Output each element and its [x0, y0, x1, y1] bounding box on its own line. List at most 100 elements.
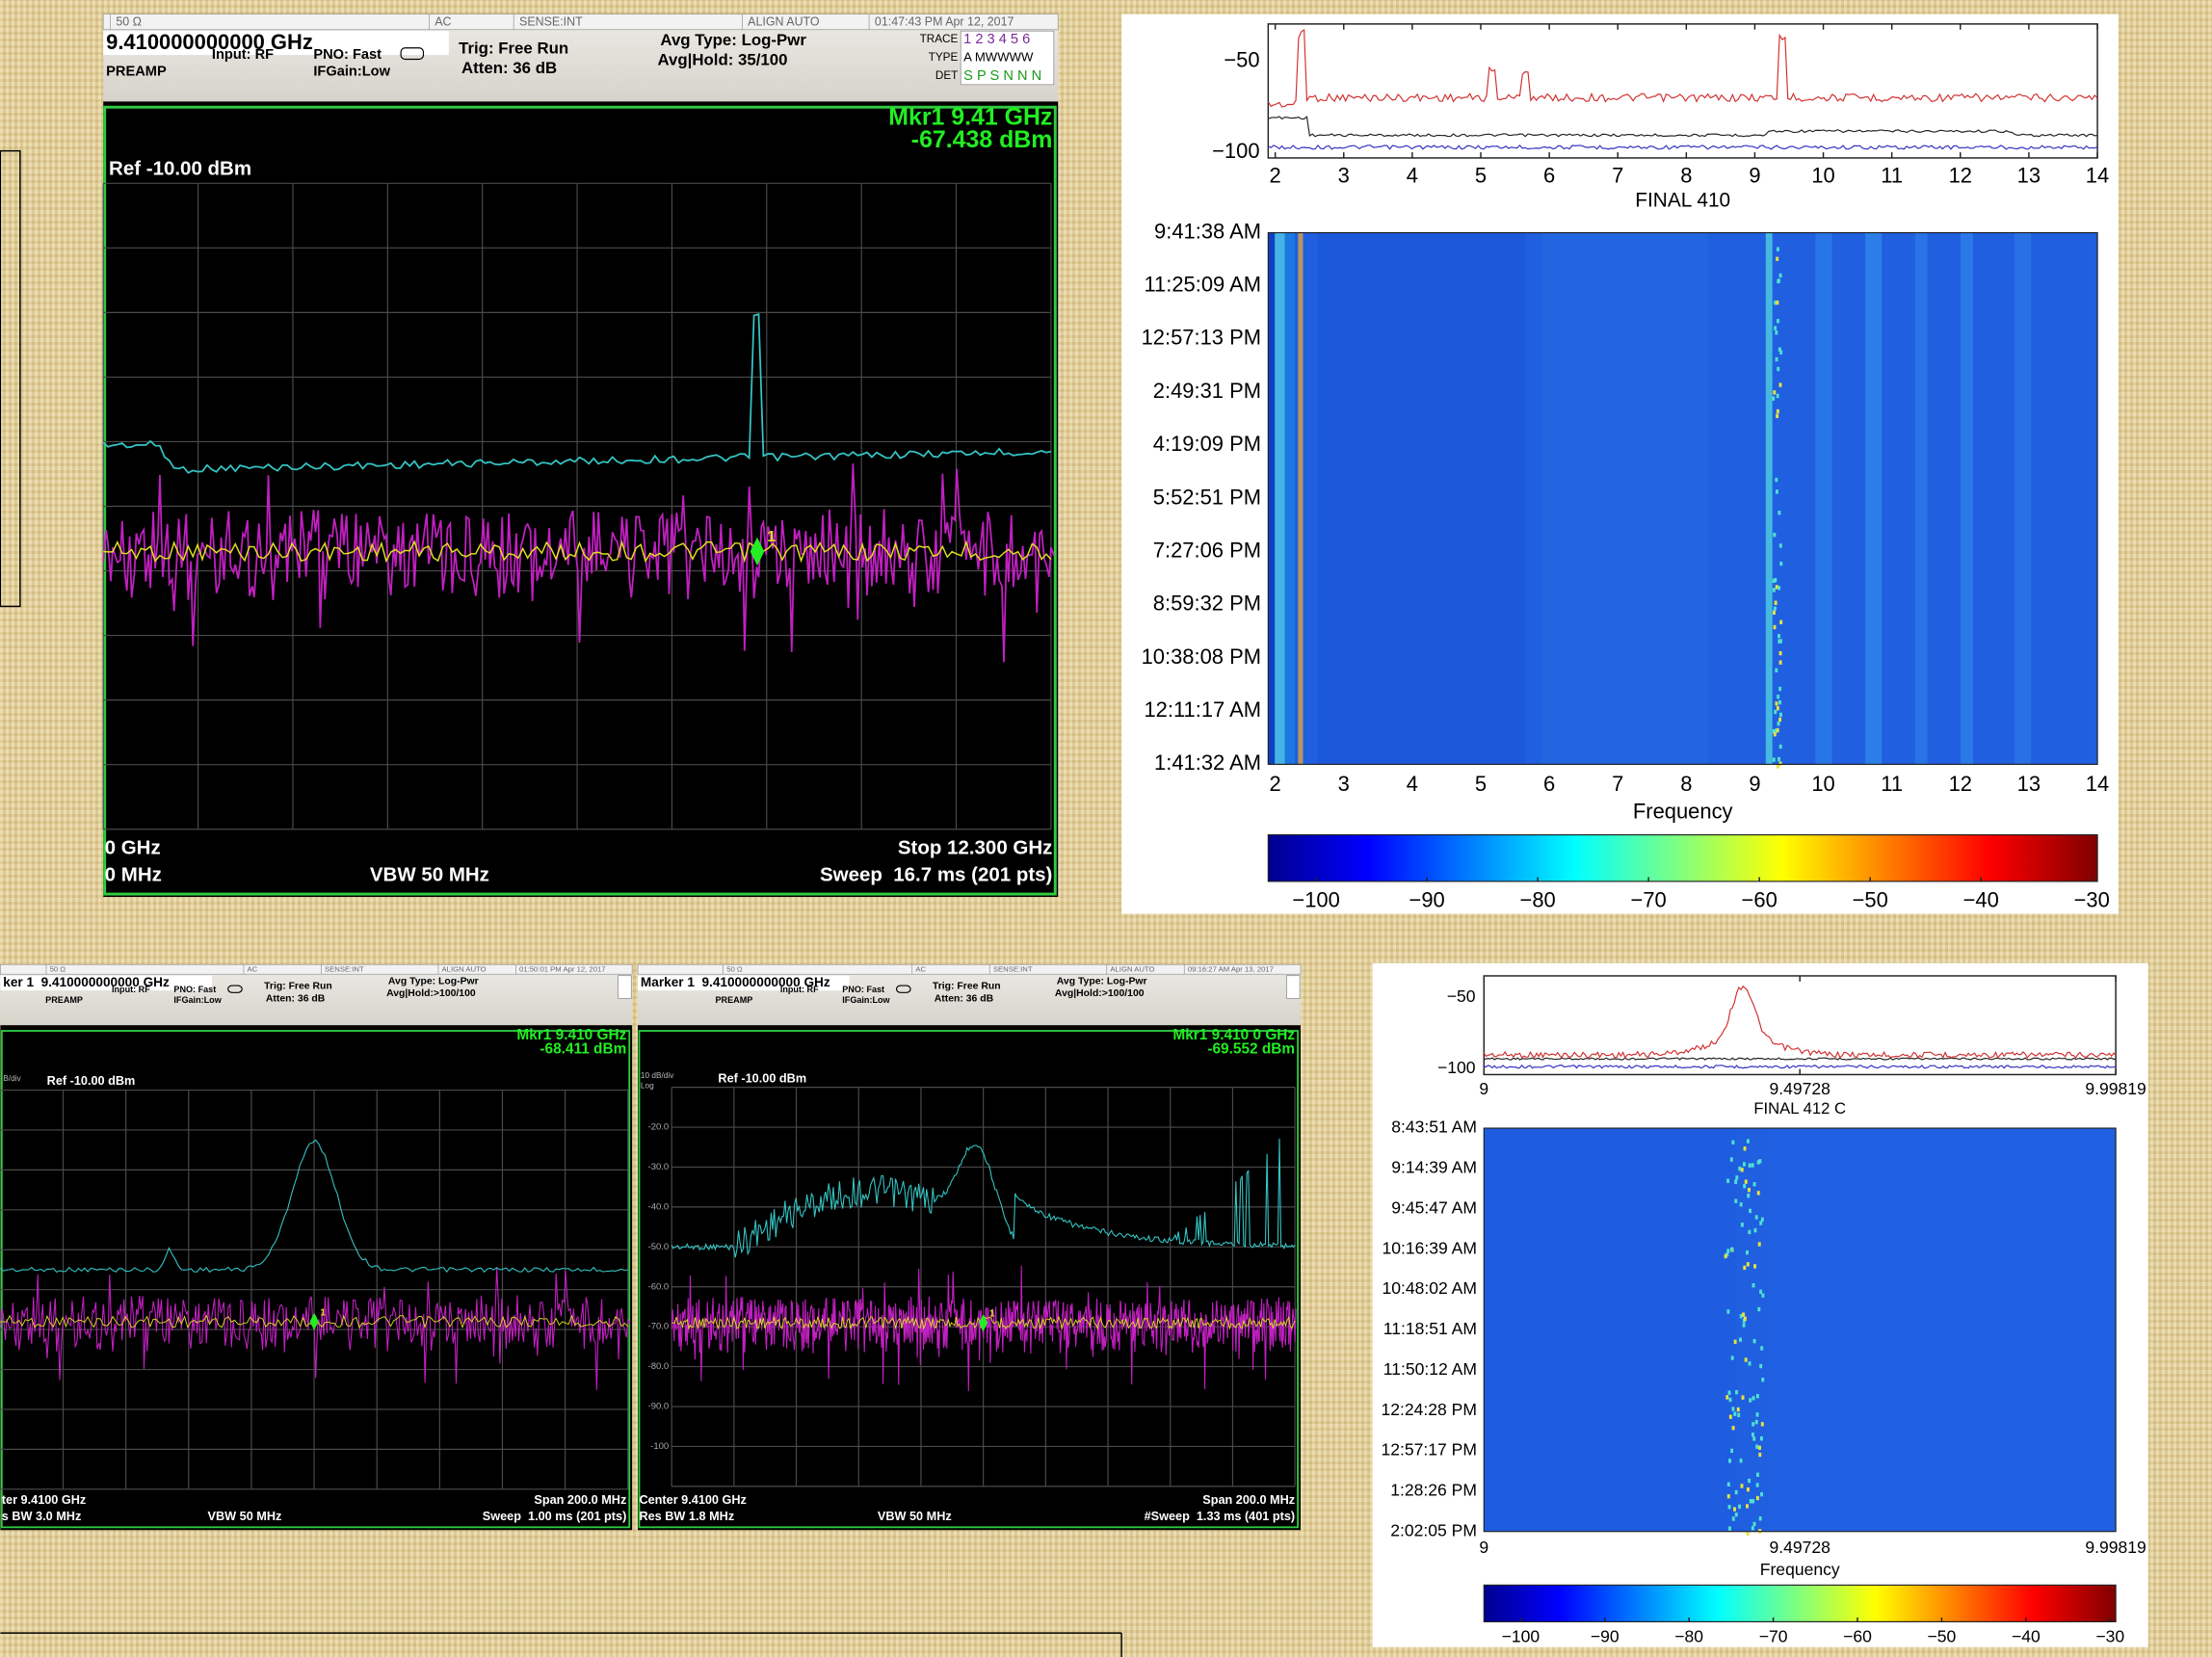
status-text: 01:50:01 PM Apr 12, 2017 [519, 965, 606, 974]
waterfall-spot [1778, 586, 1781, 591]
input: Input: RF [212, 47, 274, 63]
waterfall-spot [1776, 413, 1779, 419]
waterfall-spot [1749, 1208, 1752, 1214]
waterfall-spot [1746, 1262, 1750, 1267]
marker-value: -68.411 dBm [540, 1041, 626, 1058]
reference-level: Ref -10.00 dBm [109, 158, 251, 180]
reference-level: Ref -10.00 dBm [718, 1071, 806, 1085]
waterfall-spot [1775, 701, 1778, 706]
x-axis-label: Frequency [1633, 800, 1733, 824]
y-axis-label: -90.0 [648, 1402, 670, 1412]
trace-box [1286, 975, 1301, 999]
status-text: SENSE:INT [993, 965, 1033, 974]
colorbar-label: −60 [1843, 1627, 1872, 1646]
time-label: 9:14:39 AM [1391, 1158, 1477, 1177]
status-text: SENSE:INT [519, 15, 583, 29]
x-tick-label: 3 [1338, 164, 1350, 188]
y-axis-label: -80.0 [648, 1361, 670, 1372]
waterfall-spot [1778, 382, 1782, 387]
footer-sweep: #Sweep 1.33 ms (401 pts) [1145, 1510, 1296, 1523]
status-text: ALIGN AUTO [442, 965, 487, 974]
waterfall-spot [1746, 1504, 1749, 1509]
time-label: 10:16:39 AM [1382, 1238, 1477, 1257]
waterfall-spot [1728, 1459, 1731, 1463]
colorbar-label: −50 [1928, 1627, 1957, 1646]
preamp: PREAMP [45, 995, 83, 1005]
magenta-trace [0, 1267, 631, 1390]
colorbar-label: −40 [2012, 1627, 2041, 1646]
waterfall-spot [1777, 319, 1779, 324]
display-border [103, 105, 1057, 896]
waterfall-spot [1743, 1162, 1746, 1167]
status-text: AC [248, 965, 258, 974]
y-axis-label: -70.0 [648, 1322, 670, 1332]
colorbar-label: −30 [2095, 1627, 2124, 1646]
y-axis-label: -60.0 [648, 1281, 670, 1292]
marker-value: -69.552 dBm [1207, 1041, 1295, 1058]
frequency-box [0, 975, 212, 991]
pno: PNO: Fast [842, 985, 884, 994]
waterfall-spot [1776, 408, 1779, 414]
waterfall-spot [1758, 1452, 1762, 1458]
ifgain: IFGain:Low [842, 995, 890, 1005]
waterfall-spot [1731, 1426, 1735, 1431]
waterfall-spot [1779, 561, 1783, 566]
waterfall-spot [1742, 1323, 1746, 1328]
waterfall-spot [1757, 1242, 1761, 1247]
time-label: 1:41:32 AM [1154, 750, 1261, 775]
x-tick-label: 12 [1949, 164, 1972, 188]
x-tick-label: 5 [1475, 164, 1487, 188]
waterfall-spot [1731, 1516, 1735, 1521]
colorbar-label: −70 [1759, 1627, 1788, 1646]
footer-start: 0 GHz [105, 837, 161, 859]
x-tick-label: 14 [2086, 772, 2109, 796]
y-tick-label: −50 [1447, 986, 1476, 1006]
waterfall-spot [1740, 1168, 1744, 1172]
preamp: PREAMP [106, 65, 167, 80]
waterfall-spot [1751, 1525, 1754, 1531]
display [638, 1025, 1302, 1531]
waterfall-spot [1778, 717, 1782, 723]
waterfall-spot [1752, 1338, 1756, 1344]
waterfall-spot [1778, 761, 1782, 766]
trigger: Trig: Free Run [264, 982, 332, 992]
waterfall-spot [1748, 1361, 1751, 1366]
pno: PNO: Fast [173, 985, 216, 994]
waterfall-spot [1751, 1283, 1755, 1288]
x-tick-label: 8 [1680, 164, 1692, 188]
waterfall-spot [1738, 1504, 1742, 1510]
marker-number: 1 [989, 1309, 995, 1320]
colorbar-label: −90 [1409, 888, 1445, 912]
time-label: 12:11:17 AM [1144, 697, 1261, 722]
waterfall-stripe [1865, 232, 1883, 765]
colorbar-label: −90 [1591, 1627, 1620, 1646]
waterfall-stripe [1284, 232, 1295, 765]
trace-label: TYPE [929, 51, 959, 64]
waterfall-spot [1775, 728, 1778, 733]
trace-label: DET [935, 69, 958, 82]
waterfall-spot [1752, 1182, 1756, 1187]
time-label: 12:24:28 PM [1381, 1400, 1476, 1419]
waterfall-spot [1772, 588, 1776, 592]
waterfall-spot [1776, 247, 1779, 251]
waterfall-spot [1758, 1445, 1761, 1450]
waterfall-stripe [1765, 232, 1773, 765]
y-axis-label: -100 [650, 1441, 669, 1452]
x-tick-label: 4 [1407, 772, 1418, 796]
waterfall-spot [1775, 585, 1778, 590]
waterfall-spot [1731, 1140, 1735, 1144]
waterfall-spot [1751, 1396, 1755, 1401]
center-frequency: ker 1 9.410000000000 GHz [3, 975, 170, 989]
waterfall-spot [1734, 1512, 1738, 1517]
waterfall-spot [1779, 350, 1783, 355]
scale: 10 dB/div [641, 1071, 674, 1080]
waterfall-spot [1726, 1482, 1730, 1487]
waterfall-spot [1777, 366, 1780, 372]
waterfall-spot [1726, 1178, 1730, 1183]
marker-number: 1 [320, 1307, 326, 1318]
trace-detectors: S P S N N N [963, 68, 1041, 84]
colorbar-label: −70 [1631, 888, 1667, 912]
waterfall-spot [1778, 756, 1780, 762]
waterfall-spot [1774, 709, 1778, 715]
waterfall-spot [1735, 1175, 1739, 1180]
